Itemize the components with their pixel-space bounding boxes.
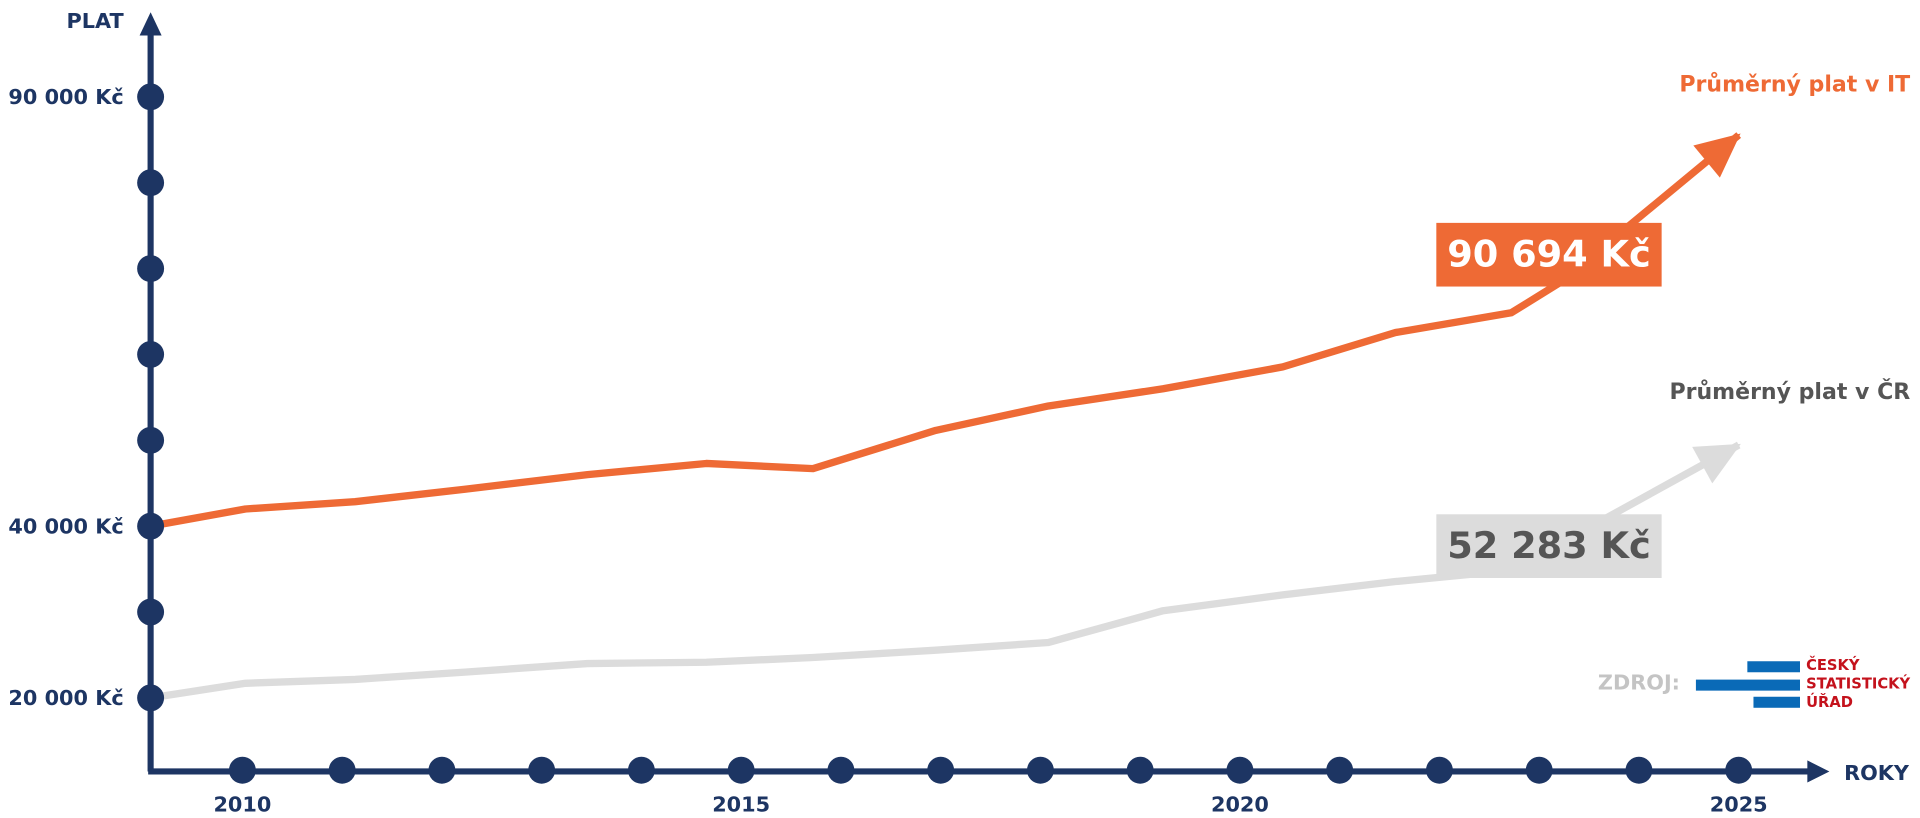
source-label: ZDROJ: — [1598, 670, 1680, 694]
legend-label: Průměrný plat v ČR — [1669, 379, 1910, 405]
x-tick-dot — [1525, 756, 1553, 784]
x-axis-label: ROKY — [1844, 761, 1910, 785]
x-tick-label: 2025 — [1710, 793, 1768, 817]
x-axis-arrow — [1807, 760, 1830, 783]
x-tick-dot — [727, 756, 755, 784]
y-tick-dot — [137, 684, 165, 712]
x-tick-dot — [1425, 756, 1453, 784]
y-tick-dot — [137, 340, 165, 368]
value-label: 90 694 Kč — [1447, 232, 1651, 275]
logo-text: ÚŘAD — [1806, 693, 1853, 711]
y-tick-dot — [137, 598, 165, 626]
x-tick-dot — [1725, 756, 1753, 784]
arrow-head — [1692, 443, 1741, 484]
x-tick-dot — [1326, 756, 1354, 784]
value-label: 52 283 Kč — [1447, 524, 1651, 567]
y-tick-label: 40 000 Kč — [8, 514, 123, 538]
x-tick-dot — [827, 756, 855, 784]
x-tick-label: 2015 — [712, 793, 770, 817]
y-axis-arrow — [139, 12, 162, 36]
y-tick-label: 20 000 Kč — [8, 686, 123, 710]
logo-bar — [1753, 696, 1800, 708]
legend-label: Průměrný plat v IT — [1679, 73, 1910, 98]
source: ZDROJ: ČESKÝ STATISTICKÝ ÚŘAD — [1598, 656, 1911, 711]
x-tick-dot — [228, 756, 256, 784]
y-tick-dot — [137, 512, 165, 540]
x-tick-dot — [927, 756, 955, 784]
value-box — [1436, 514, 1662, 578]
x-tick-dot — [328, 756, 356, 784]
series-line — [149, 132, 1742, 530]
series-line — [150, 441, 1741, 702]
y-tick-dot — [137, 83, 165, 111]
x-tick-dot — [1126, 756, 1154, 784]
x-tick-dot — [1026, 756, 1054, 784]
x-tick-dot — [1625, 756, 1653, 784]
y-tick-dot — [137, 255, 165, 283]
x-tick-dot — [627, 756, 655, 784]
y-tick-label: 90 000 Kč — [8, 85, 123, 109]
logo-text: STATISTICKÝ — [1806, 675, 1910, 693]
x-tick-dot — [528, 756, 556, 784]
y-tick-dot — [137, 169, 165, 197]
arrow-head — [1693, 133, 1741, 178]
y-tick-dot — [137, 426, 165, 454]
x-tick-label: 2020 — [1211, 793, 1269, 817]
y-axis-label: PLAT — [67, 9, 125, 33]
x-tick-label: 2010 — [213, 793, 271, 817]
x-tick-dot — [428, 756, 456, 784]
logo-bar — [1695, 679, 1800, 691]
logo-text: ČESKÝ — [1806, 656, 1860, 674]
value-box — [1436, 222, 1662, 287]
x-tick-dot — [1226, 756, 1254, 784]
logo-bar — [1747, 661, 1800, 673]
